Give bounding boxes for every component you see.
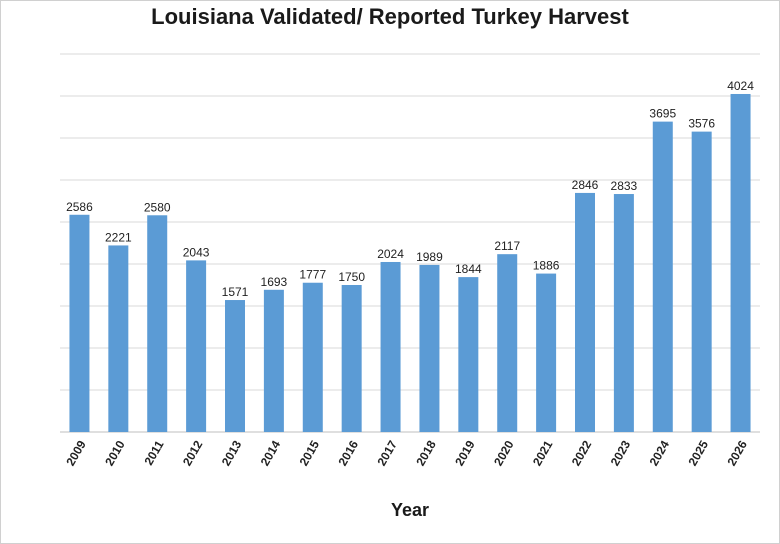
x-tick-2025: 2025: [686, 438, 712, 468]
x-tick-2021: 2021: [530, 438, 556, 468]
data-label-2024: 3695: [649, 107, 676, 121]
data-label-2015: 1777: [299, 268, 326, 282]
data-label-2009: 2586: [66, 200, 93, 214]
x-tick-2009: 2009: [63, 438, 89, 468]
bar-2022: [575, 192, 595, 432]
data-label-2014: 1693: [261, 275, 288, 289]
bar-2016: [341, 285, 362, 432]
bar-2011: [147, 215, 168, 432]
data-label-2020: 2117: [494, 239, 520, 253]
x-tick-2017: 2017: [374, 438, 400, 468]
x-tick-2020: 2020: [491, 438, 517, 468]
bar-2010: [108, 245, 129, 432]
data-label-2017: 2024: [377, 247, 404, 261]
x-tick-2011: 2011: [141, 438, 166, 468]
x-tick-labels: 2009 2010 2011 2012 2013 2014 2015 2016 2017 2018…: [63, 438, 750, 468]
bar-2025: [691, 131, 712, 432]
bar-2018: [419, 264, 440, 432]
x-tick-2019: 2019: [452, 438, 478, 468]
x-tick-2022: 2022: [569, 438, 595, 468]
x-tick-2024: 2024: [647, 438, 673, 468]
bar-2021: [536, 273, 557, 432]
bar-2013: [225, 300, 245, 432]
bar-2019: [458, 277, 479, 432]
x-tick-2010: 2010: [102, 438, 128, 468]
bar-2024: [652, 121, 673, 433]
bar-2017: [380, 261, 401, 432]
bar-2020: [497, 254, 518, 432]
x-tick-2023: 2023: [608, 438, 634, 468]
data-label-2013: 1571: [222, 285, 249, 299]
bar-2009: [69, 214, 90, 432]
bar-2023: [613, 194, 634, 432]
data-label-2019: 1844: [455, 262, 482, 276]
data-label-2012: 2043: [183, 245, 210, 259]
x-tick-2015: 2015: [297, 438, 323, 468]
x-tick-2016: 2016: [336, 438, 362, 468]
bar-2012: [186, 260, 207, 432]
x-axis-label: Year: [390, 500, 430, 520]
data-label-2022: 2846: [572, 178, 599, 192]
data-label-2021: 1886: [533, 259, 560, 273]
bar-2026: [730, 93, 751, 432]
data-label-2016: 1750: [338, 270, 365, 284]
data-labels: 2586 2221 2580 2043 1571 1693 1777 1750 2024 1989…: [66, 79, 754, 299]
x-tick-2014: 2014: [258, 438, 284, 468]
data-label-2026: 4024: [727, 79, 754, 93]
data-label-2011: 2580: [144, 200, 171, 214]
chart-title: Louisiana Validated/ Reported Turkey Har…: [151, 4, 629, 29]
data-label-2023: 2833: [611, 179, 638, 193]
gridlines: [60, 53, 760, 433]
x-tick-2018: 2018: [413, 438, 439, 468]
bar-2014: [263, 289, 284, 432]
data-label-2010: 2221: [105, 230, 132, 244]
bars: [69, 93, 751, 433]
data-label-2018: 1989: [416, 250, 443, 264]
data-label-2025: 3576: [688, 117, 715, 131]
x-tick-2026: 2026: [724, 438, 750, 468]
x-tick-2013: 2013: [219, 438, 245, 468]
bar-2015: [302, 282, 323, 432]
x-tick-2012: 2012: [180, 438, 206, 468]
